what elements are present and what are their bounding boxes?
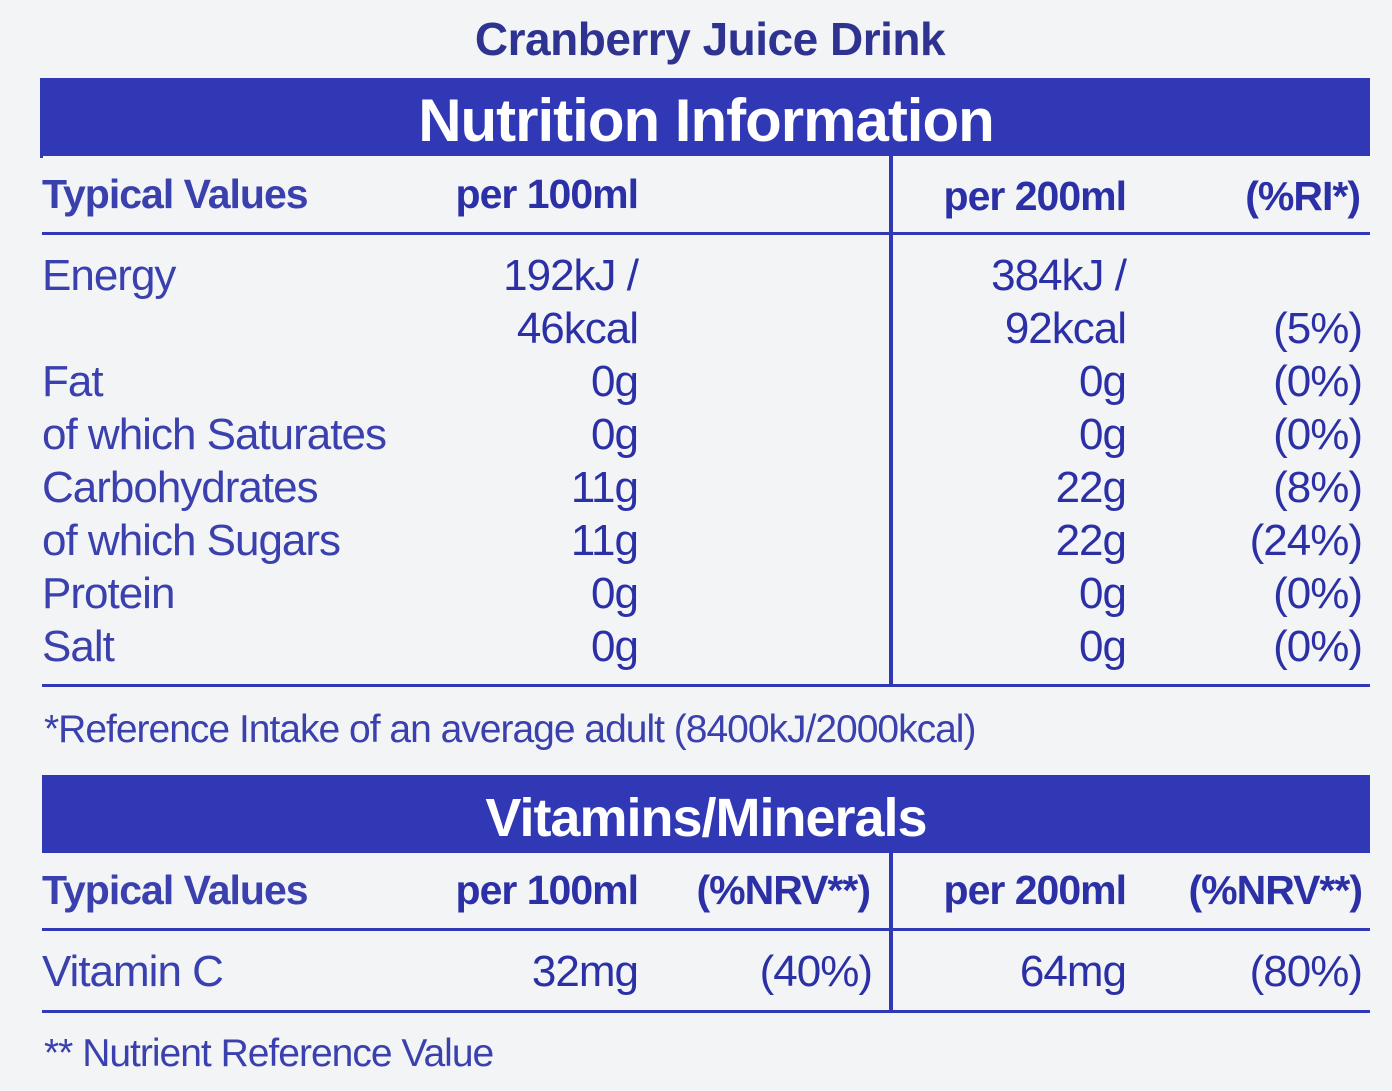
vitamins-header-typical: Typical Values bbox=[42, 867, 309, 913]
nutrient-label: Fat bbox=[42, 357, 104, 406]
vitamins-bottom-divider bbox=[42, 1010, 1370, 1013]
nutrient-label: Energy bbox=[42, 251, 176, 300]
vitamin-per200: 64mg bbox=[1019, 947, 1127, 996]
vitamins-header-divider bbox=[42, 928, 1370, 931]
nutrient-per100: 0g bbox=[591, 569, 639, 618]
vitamin-per100: 32mg bbox=[531, 947, 639, 996]
nutrient-ri: (8%) bbox=[1273, 463, 1363, 512]
vitamins-header-nrv100: (%NRV**) bbox=[696, 867, 872, 913]
nutrient-per100: 192kJ / bbox=[503, 251, 639, 300]
nutrient-per200: 92kcal bbox=[1004, 304, 1127, 353]
nutrition-header-per100: per 100ml bbox=[455, 171, 639, 217]
nutrition-header-typical: Typical Values bbox=[42, 171, 309, 217]
vitamins-column-divider bbox=[889, 853, 893, 1013]
nutrient-per100: 46kcal bbox=[516, 304, 639, 353]
vitamin-nrv200: (80%) bbox=[1249, 947, 1363, 996]
nutrient-ri: (0%) bbox=[1273, 357, 1363, 406]
nutrient-per200: 0g bbox=[1079, 569, 1127, 618]
nutrition-footnote: *Reference Intake of an average adult (8… bbox=[44, 708, 976, 751]
nutrient-per100: 11g bbox=[570, 463, 639, 512]
nutrient-per200: 0g bbox=[1079, 410, 1127, 459]
nutrition-header-ri: (%RI*) bbox=[1245, 173, 1361, 219]
nutrient-per200: 0g bbox=[1079, 357, 1127, 406]
nutrient-per100: 11g bbox=[570, 516, 639, 565]
vitamins-header-per200: per 200ml bbox=[943, 867, 1127, 913]
vitamins-footnote: ** Nutrient Reference Value bbox=[44, 1032, 494, 1075]
nutrient-per200: 22g bbox=[1055, 516, 1127, 565]
nutrition-bottom-divider bbox=[42, 684, 1370, 687]
nutrient-ri: (0%) bbox=[1273, 569, 1363, 618]
nutrition-column-divider bbox=[889, 156, 893, 686]
nutrient-per200: 0g bbox=[1079, 622, 1127, 671]
vitamin-label: Vitamin C bbox=[42, 947, 224, 996]
nutrient-ri: (24%) bbox=[1249, 516, 1363, 565]
nutrient-per100: 0g bbox=[591, 410, 639, 459]
nutrient-label: Protein bbox=[42, 569, 175, 618]
nutrition-heading: Nutrition Information bbox=[42, 78, 1370, 156]
nutrient-label: of which Saturates bbox=[42, 410, 387, 459]
nutrient-per200: 22g bbox=[1055, 463, 1127, 512]
nutrient-label: Salt bbox=[42, 622, 115, 671]
nutrition-header-per200: per 200ml bbox=[943, 173, 1127, 219]
vitamins-heading: Vitamins/Minerals bbox=[42, 775, 1370, 853]
nutrient-ri: (0%) bbox=[1273, 410, 1363, 459]
nutrient-per100: 0g bbox=[591, 357, 639, 406]
vitamin-nrv100: (40%) bbox=[759, 947, 873, 996]
nutrient-ri: (0%) bbox=[1273, 622, 1363, 671]
vitamins-header-nrv200: (%NRV**) bbox=[1188, 867, 1364, 913]
product-title: Cranberry Juice Drink bbox=[474, 13, 946, 65]
nutrient-label: Carbohydrates bbox=[42, 463, 319, 512]
nutrient-ri: (5%) bbox=[1273, 304, 1363, 353]
vitamins-header-per100: per 100ml bbox=[455, 867, 639, 913]
nutrition-frame-left bbox=[40, 78, 43, 158]
nutrient-per100: 0g bbox=[591, 622, 639, 671]
nutrition-header-divider bbox=[42, 232, 1370, 235]
nutrient-per200: 384kJ / bbox=[991, 251, 1127, 300]
nutrient-label: of which Sugars bbox=[42, 516, 341, 565]
